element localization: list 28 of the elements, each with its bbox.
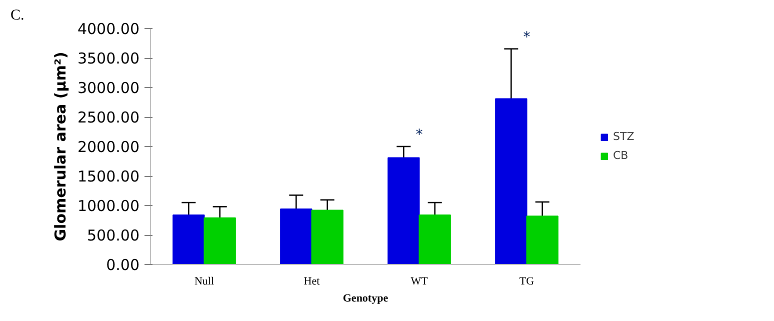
x-tick-label: WT (410, 276, 428, 288)
x-tick-label: Null (194, 276, 214, 288)
annotation: * (523, 29, 530, 46)
annotation: * (416, 126, 423, 143)
x-tick-label: TG (519, 276, 534, 288)
bar (204, 217, 236, 264)
x-axis-title: Genotype (342, 292, 388, 304)
y-tick-label: 3000.00 (77, 79, 140, 97)
bar (280, 208, 312, 264)
legend-label: CB (613, 149, 630, 162)
y-tick-label: 500.00 (87, 226, 140, 244)
legend-label: STZ (613, 130, 634, 143)
bar (526, 216, 558, 264)
bar (172, 214, 205, 264)
bar (495, 98, 528, 264)
y-tick-label: 0.00 (106, 256, 140, 274)
x-tick-label: Het (304, 276, 320, 288)
bar (418, 214, 451, 264)
y-tick-label: 4000.00 (77, 20, 140, 38)
y-tick-label: 2000.00 (77, 138, 140, 156)
y-axis-title: Glomerular area (µm²) (51, 52, 70, 242)
y-tick-label: 2500.00 (77, 108, 140, 126)
bar (388, 157, 420, 264)
text: C. (10, 8, 24, 24)
y-tick-label: 3500.00 (77, 50, 140, 68)
y-tick-label: 1500.00 (77, 168, 140, 186)
bar (311, 210, 344, 264)
y-tick-label: 1000.00 (77, 197, 140, 215)
